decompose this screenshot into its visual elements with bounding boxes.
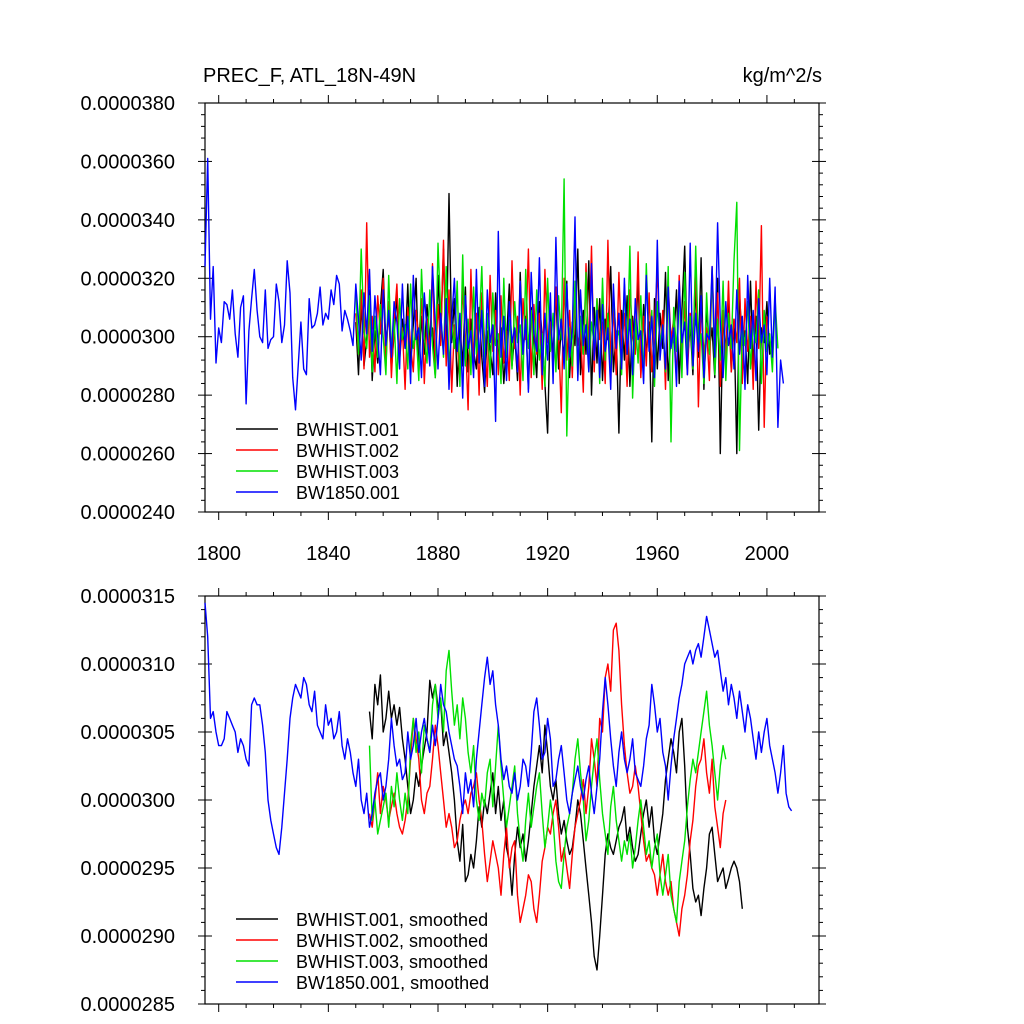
x-tick-label: 1960 (635, 543, 680, 565)
series-line-bwhist-003-smoothed (368, 649, 727, 924)
plot-frame (204, 102, 820, 513)
series-line-bw1850-001-smoothed (204, 602, 793, 856)
y-tick-label: 0.0000300 (80, 327, 175, 349)
series-line-bwhist-003 (355, 178, 779, 452)
series-line-bw1850-001 (204, 157, 785, 428)
x-tick-label: 1840 (306, 543, 351, 565)
legend-label: BWHIST.001, smoothed (296, 910, 488, 930)
legend-label: BWHIST.002 (296, 441, 399, 461)
y-tick-label: 0.0000320 (80, 268, 175, 290)
y-tick-label: 0.0000315 (80, 586, 175, 608)
chart-title: PREC_F, ATL_18N-49N (203, 65, 416, 87)
x-tick-label: 1880 (416, 543, 461, 565)
legend-label: BWHIST.003, smoothed (296, 952, 488, 972)
y-tick-label: 0.0000300 (80, 790, 175, 812)
legend-label: BW1850.001, smoothed (296, 973, 489, 993)
y-tick-label: 0.0000260 (80, 444, 175, 466)
y-tick-label: 0.0000305 (80, 722, 175, 744)
series-line-bwhist-002-smoothed (368, 622, 727, 937)
legend-label: BWHIST.002, smoothed (296, 931, 488, 951)
legend-label: BWHIST.003 (296, 462, 399, 482)
y-tick-label: 0.0000340 (80, 210, 175, 232)
series-line-bwhist-002 (355, 222, 768, 428)
y-tick-label: 0.0000310 (80, 654, 175, 676)
y-tick-label: 0.0000285 (80, 994, 175, 1016)
y-tick-label: 0.0000290 (80, 926, 175, 948)
x-tick-label: 1920 (525, 543, 570, 565)
top-panel: 0.0000240 0.0000260 0.0000280 0.0000300 0.00… (80, 93, 826, 565)
y-tick-label: 0.0000380 (80, 93, 175, 115)
x-tick-label: 2000 (745, 543, 790, 565)
chart-units: kg/m^2/s (743, 65, 822, 87)
y-tick-label: 0.0000295 (80, 858, 175, 880)
y-tick-label: 0.0000240 (80, 502, 175, 524)
y-tick-label: 0.0000280 (80, 385, 175, 407)
x-tick-label: 1800 (196, 543, 241, 565)
legend-label: BWHIST.001 (296, 420, 399, 440)
legend-label: BW1850.001 (296, 483, 400, 503)
bottom-panel: 0.0000285 0.0000290 0.0000295 0.0000300 0.00… (80, 586, 826, 1016)
y-tick-label: 0.0000360 (80, 151, 175, 173)
